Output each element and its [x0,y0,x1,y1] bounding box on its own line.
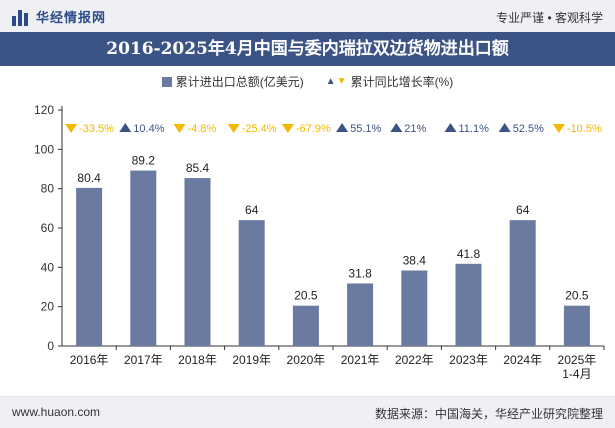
bar-value-label: 38.4 [403,253,427,267]
x-category-label: 2017年 [124,353,163,367]
data-source: 数据来源：中国海关，华经产业研究院整理 [374,407,603,421]
bar [455,263,482,346]
bar-value-label: 89.2 [132,154,156,168]
title-bar: 2016-2025年4月中国与委内瑞拉双边货物进出口额 [0,32,615,66]
growth-down-triangle-icon [281,124,294,133]
growth-rate-label: -33.5% [79,123,114,135]
legend-bar-swatch-icon [161,76,172,87]
bar [130,170,157,346]
growth-down-triangle-icon [173,124,186,133]
bar [347,283,374,346]
x-category-label: 2018年 [178,353,217,367]
chart-title: 2016-2025年4月中国与委内瑞拉双边货物进出口额 [106,39,509,59]
x-category-label: 2022年 [395,353,434,367]
brand-bars-icon [12,8,30,26]
bar-value-label: 31.8 [348,266,372,280]
x-category-label: 2021年 [341,353,380,367]
legend-item-total: 累计进出口总额(亿美元) [161,73,304,90]
bar-value-label: 20.5 [565,289,589,303]
legend-label-growth: 累计同比增长率(%) [350,75,454,89]
bar [563,305,590,346]
y-tick-label: 20 [41,300,55,314]
website-url: www.huaon.com [12,405,101,419]
y-tick-label: 0 [47,339,54,353]
brand-logo: 华经情报网 [12,7,106,26]
x-category-label: 1-4月 [562,367,591,381]
bar [509,220,536,346]
legend-down-triangle-icon: ▼ [336,76,347,87]
growth-up-triangle-icon [444,123,457,132]
top-bar: 华经情报网 专业严谨 • 客观科学 [0,0,615,33]
bar-value-label: 20.5 [294,289,318,303]
growth-up-triangle-icon [498,123,511,132]
bar [292,305,319,346]
x-category-label: 2023年 [449,353,488,367]
bar-value-label: 80.4 [77,171,101,185]
x-category-label: 2016年 [70,353,109,367]
bar-value-label: 64 [516,203,530,217]
y-tick-label: 60 [41,221,55,235]
x-category-label: 2025年 [558,353,597,367]
x-category-label: 2020年 [287,353,326,367]
growth-rate-label: -4.8% [188,123,217,135]
bar-chart: 0 20 40 60 80 100 120 80.4 -33.5% 2016年 89.2 10.4% 2… [34,103,605,381]
legend: 累计进出口总额(亿美元) ▲ ▼ 累计同比增长率(%) [0,73,615,90]
legend-label-total: 累计进出口总额(亿美元) [175,75,304,89]
bar-value-label: 85.4 [186,161,210,175]
y-tick-label: 40 [41,260,55,274]
growth-rate-label: 52.5% [513,123,544,135]
growth-rate-label: 55.1% [350,123,381,135]
growth-down-triangle-icon [227,124,240,133]
bar-value-label: 64 [245,203,259,217]
growth-up-triangle-icon [390,123,403,132]
y-tick-label: 100 [34,142,54,156]
y-tick-label: 120 [34,103,54,117]
bar-value-label: 41.8 [457,247,481,261]
brand-name: 华经情报网 [36,10,107,25]
growth-up-triangle-icon [119,123,132,132]
growth-down-triangle-icon [65,124,78,133]
growth-rate-label: -67.9% [296,123,331,135]
bar [76,187,103,346]
x-category-label: 2024年 [503,353,542,367]
growth-rate-label: -10.5% [567,123,602,135]
footer-bar: www.huaon.com 数据来源：中国海关，华经产业研究院整理 [0,396,615,428]
growth-rate-label: 21% [404,123,426,135]
bar [401,270,428,346]
legend-item-growth: ▲ ▼ 累计同比增长率(%) [326,73,453,90]
legend-up-triangle-icon: ▲ [325,76,336,87]
x-category-label: 2019年 [232,353,271,367]
growth-rate-label: -25.4% [242,123,277,135]
bar [184,178,211,346]
growth-up-triangle-icon [336,123,349,132]
growth-rate-label: 10.4% [133,123,164,135]
slogan: 专业严谨 • 客观科学 [496,11,603,25]
y-tick-label: 80 [41,182,55,196]
bar [238,220,265,346]
growth-rate-label: 11.1% [459,123,490,135]
growth-down-triangle-icon [552,124,565,133]
